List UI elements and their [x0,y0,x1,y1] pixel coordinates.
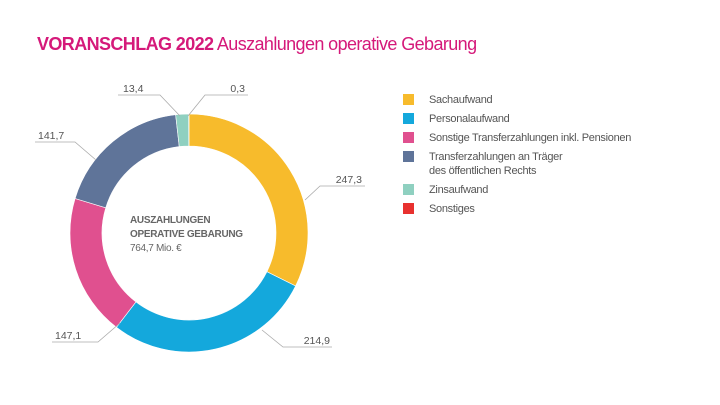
legend-swatch [403,184,414,195]
donut-slice-1 [115,271,296,353]
legend-label-line: Sonstiges [429,203,475,215]
legend-swatch [403,132,414,143]
data-label-0: 247,3 [336,174,362,186]
center-line1: AUSZAHLUNGEN [130,215,211,226]
data-label-1: 214,9 [304,335,330,347]
legend-item: Zinsaufwand [403,183,631,197]
legend-swatch [403,113,414,124]
center-label: AUSZAHLUNGEN OPERATIVE GEBARUNG 764,7 Mi… [130,214,243,256]
leader-line-2 [52,322,121,343]
legend-label: Personalaufwand [429,112,510,126]
legend-label: Sonstiges [429,202,475,216]
legend-swatch [403,203,414,214]
legend-item: Personalaufwand [403,112,631,126]
data-label-3: 141,7 [38,130,64,142]
legend-label-line: Zinsaufwand [429,184,489,196]
legend-label: Sonstige Transferzahlungen inkl. Pension… [429,131,631,145]
center-total: 764,7 Mio. € [130,243,182,254]
data-label-2: 147,1 [55,330,81,342]
legend: Sachaufwand Personalaufwand Sonstige Trans… [403,93,631,221]
title-bold: VORANSCHLAG 2022 [37,34,214,54]
data-label-5: 0,3 [230,83,245,95]
leader-line-0 [304,185,365,201]
legend-item: Sonstige Transferzahlungen inkl. Pension… [403,131,631,145]
legend-item: Sonstiges [403,202,631,216]
legend-label-line: Sonstige Transferzahlungen inkl. Pension… [429,132,632,144]
legend-swatch [403,151,414,162]
leader-line-1 [261,329,332,348]
donut-slice-3 [74,114,180,209]
leader-line-5 [187,94,248,117]
legend-item: Transferzahlungen an Träger des öffentlic… [403,150,631,178]
legend-label: Transferzahlungen an Träger des öffentlic… [429,150,563,178]
donut-slice-2 [69,198,137,328]
legend-label-line: des öffentlichen Rechts [429,165,537,177]
leader-line-3 [35,141,97,161]
leader-line-4 [118,94,181,117]
legend-label-line: Personalaufwand [429,113,510,125]
legend-label: Sachaufwand [429,93,493,107]
legend-swatch [403,94,414,105]
chart-title: VORANSCHLAG 2022 Auszahlungen operative … [37,34,477,55]
title-rest: Auszahlungen operative Gebarung [216,34,477,54]
donut-slice-0 [188,113,309,287]
data-label-4: 13,4 [123,83,144,95]
legend-label-line: Sachaufwand [429,94,493,106]
legend-label-line: Transferzahlungen an Träger [429,151,563,163]
center-line2: OPERATIVE GEBARUNG [130,229,243,240]
legend-label: Zinsaufwand [429,183,488,197]
legend-item: Sachaufwand [403,93,631,107]
